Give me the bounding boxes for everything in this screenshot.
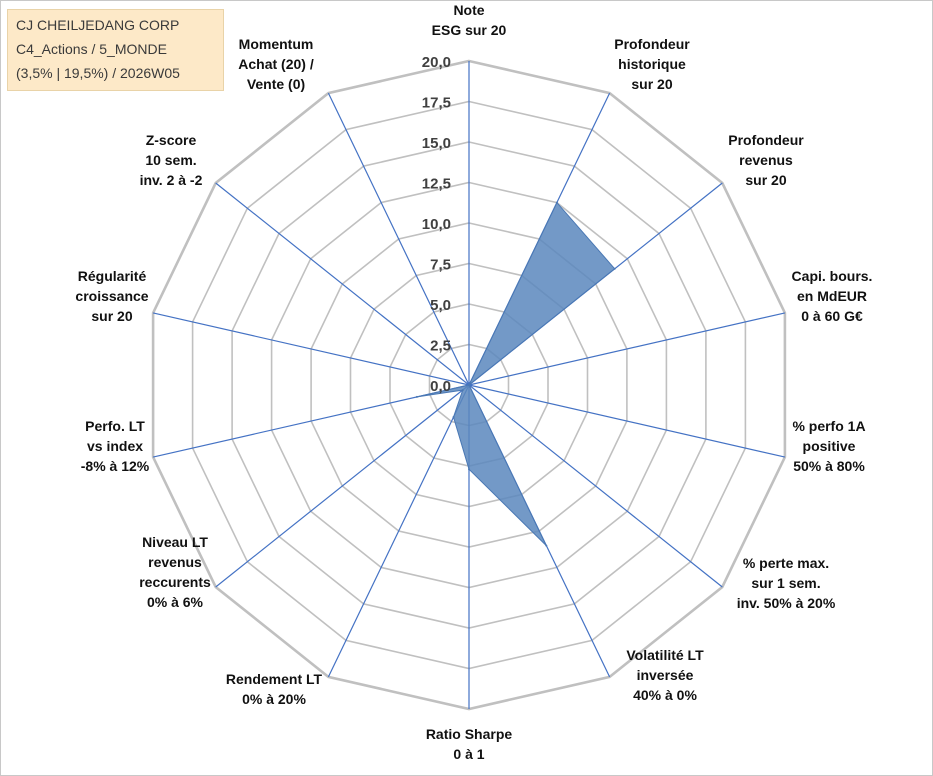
axis-label: Régularité croissance sur 20 bbox=[75, 268, 148, 324]
axis-spoke bbox=[215, 182, 470, 386]
tick-label: 10,0 bbox=[422, 216, 451, 233]
data-point bbox=[468, 384, 470, 386]
tick-label: 12,5 bbox=[422, 176, 451, 193]
tick-label: 15,0 bbox=[422, 135, 451, 152]
radar-axis-labels: Note ESG sur 20 Profondeur historique sur 20… bbox=[75, 2, 872, 762]
axis-label: Note ESG sur 20 bbox=[432, 2, 507, 38]
tick-label: 20,0 bbox=[422, 54, 451, 71]
axis-spoke bbox=[327, 384, 470, 678]
axis-label: Volatilité LT inversée 40% à 0% bbox=[626, 647, 704, 703]
axis-spoke bbox=[468, 312, 786, 386]
axis-label: Momentum Achat (20) / Vente (0) bbox=[238, 36, 314, 92]
axis-label: Profondeur historique sur 20 bbox=[614, 36, 690, 92]
axis-label: % perte max. sur 1 sem. inv. 50% à 20% bbox=[737, 555, 836, 611]
axis-label: Ratio Sharpe 0 à 1 bbox=[426, 726, 513, 762]
tick-label: 2,5 bbox=[430, 338, 451, 355]
tick-label: 7,5 bbox=[430, 257, 451, 274]
data-point bbox=[555, 201, 558, 204]
axis-spoke bbox=[215, 384, 470, 588]
axis-label: % perfo 1A positive 50% à 80% bbox=[792, 418, 865, 474]
data-point bbox=[613, 267, 616, 270]
chart-title-box: CJ CHEILJEDANG CORP C4_Actions / 5_MONDE… bbox=[7, 9, 224, 91]
axis-label: Z-score 10 sem. inv. 2 à -2 bbox=[140, 132, 203, 188]
axis-spoke bbox=[152, 312, 470, 386]
axis-spoke bbox=[327, 92, 470, 386]
tick-label: 0,0 bbox=[430, 378, 451, 395]
axis-label: Niveau LT revenus reccurents 0% à 6% bbox=[139, 534, 211, 610]
data-point bbox=[468, 468, 470, 471]
data-point bbox=[415, 395, 418, 398]
tick-label: 17,5 bbox=[422, 95, 451, 112]
axis-spoke bbox=[468, 384, 786, 458]
radar-series bbox=[415, 201, 616, 547]
axis-spoke bbox=[468, 384, 723, 588]
axis-label: Perfo. LT vs index -8% à 12% bbox=[81, 418, 150, 474]
title-period: (3,5% | 19,5%) / 2026W05 bbox=[16, 65, 180, 81]
axis-label: Rendement LT 0% à 20% bbox=[226, 671, 323, 707]
axis-label: Profondeur revenus sur 20 bbox=[728, 132, 804, 188]
tick-label: 5,0 bbox=[430, 297, 451, 314]
data-point bbox=[545, 544, 548, 547]
title-company: CJ CHEILJEDANG CORP bbox=[16, 17, 180, 33]
radar-tick-labels: 0,0 2,5 5,0 7,5 10,0 12,5 15,0 17,5 20,0 bbox=[422, 54, 451, 395]
title-category: C4_Actions / 5_MONDE bbox=[16, 41, 167, 57]
data-point bbox=[461, 389, 464, 392]
axis-label: Capi. bours. en MdEUR 0 à 60 G€ bbox=[792, 268, 873, 324]
series-area bbox=[416, 201, 616, 546]
data-point bbox=[452, 416, 455, 419]
